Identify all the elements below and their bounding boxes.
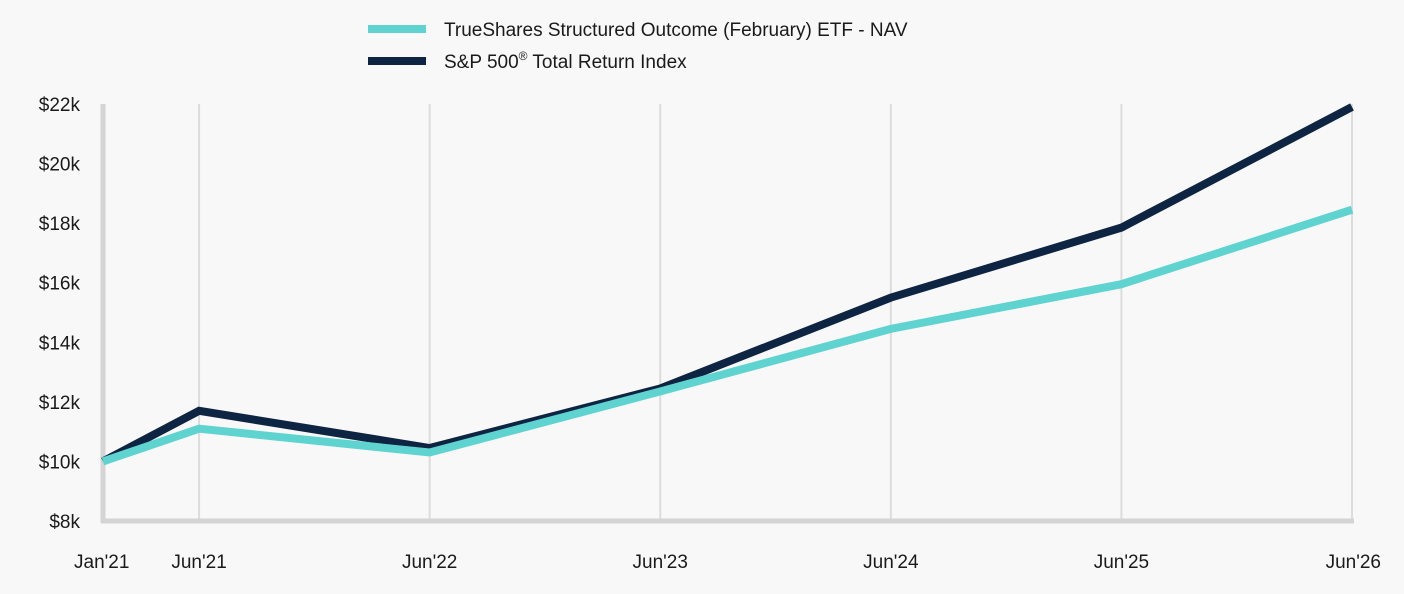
y-axis-tick-labels: $8k $10k $12k $14k $16k $18k $20k $22k [39,95,81,533]
y-tick-label: $16k [39,274,81,295]
legend-label-sp500-suffix: Total Return Index [528,52,688,73]
legend-label-sp500-registered: ® [519,49,528,63]
series-lines [101,103,1354,466]
legend: TrueShares Structured Outcome (February)… [368,20,908,73]
y-tick-label: $22k [39,95,81,116]
x-tick-label: Jun'22 [402,552,457,573]
y-tick-label: $20k [39,155,81,176]
x-axis-tick-labels: Jan'21 Jun'21 Jun'22 Jun'23 Jun'24 Jun'25 Jun'… [74,552,1381,573]
y-tick-label: $10k [39,452,81,473]
series-line-nav [101,205,1354,466]
x-tick-label: Jun'21 [171,552,226,573]
y-tick-label: $12k [39,393,81,414]
x-tick-label: Jan'21 [74,552,129,573]
x-tick-label: Jun'23 [633,552,688,573]
y-tick-label: $8k [49,512,80,533]
y-tick-label: $18k [39,214,81,235]
gridlines [198,104,1353,521]
legend-label-sp500: S&P 500® Total Return Index [444,49,687,73]
x-tick-label: Jun'26 [1326,552,1381,573]
series-line-sp500 [101,103,1354,465]
y-tick-label: $14k [39,333,81,354]
axes [100,104,1354,524]
legend-label-sp500-name: S&P 500 [444,52,519,73]
x-tick-label: Jun'24 [863,552,919,573]
x-tick-label: Jun'25 [1094,552,1149,573]
legend-label-nav: TrueShares Structured Outcome (February)… [444,20,908,41]
